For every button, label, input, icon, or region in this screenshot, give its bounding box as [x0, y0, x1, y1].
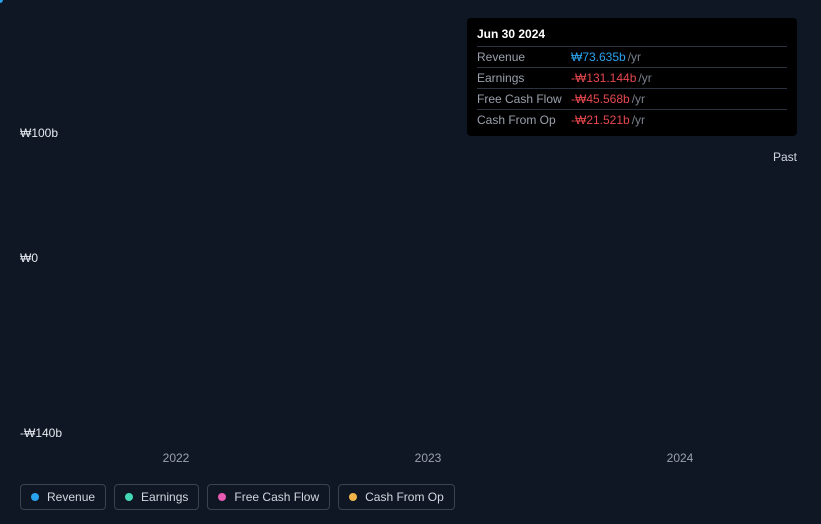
- legend-item[interactable]: Free Cash Flow: [207, 484, 330, 510]
- legend-label: Earnings: [141, 490, 188, 504]
- legend-item[interactable]: Earnings: [114, 484, 199, 510]
- legend-swatch-icon: [31, 493, 39, 501]
- legend-swatch-icon: [349, 493, 357, 501]
- legend-swatch-icon: [125, 493, 133, 501]
- legend-item[interactable]: Revenue: [20, 484, 106, 510]
- legend-swatch-icon: [218, 493, 226, 501]
- legend-label: Cash From Op: [365, 490, 444, 504]
- chart-legend: Revenue Earnings Free Cash Flow Cash From O…: [20, 484, 455, 510]
- financials-chart: [0, 0, 821, 524]
- legend-label: Revenue: [47, 490, 95, 504]
- legend-label: Free Cash Flow: [234, 490, 319, 504]
- legend-item[interactable]: Cash From Op: [338, 484, 455, 510]
- x-axis-label: 2023: [415, 451, 442, 465]
- x-axis-label: 2024: [667, 451, 694, 465]
- x-axis-label: 2022: [163, 451, 190, 465]
